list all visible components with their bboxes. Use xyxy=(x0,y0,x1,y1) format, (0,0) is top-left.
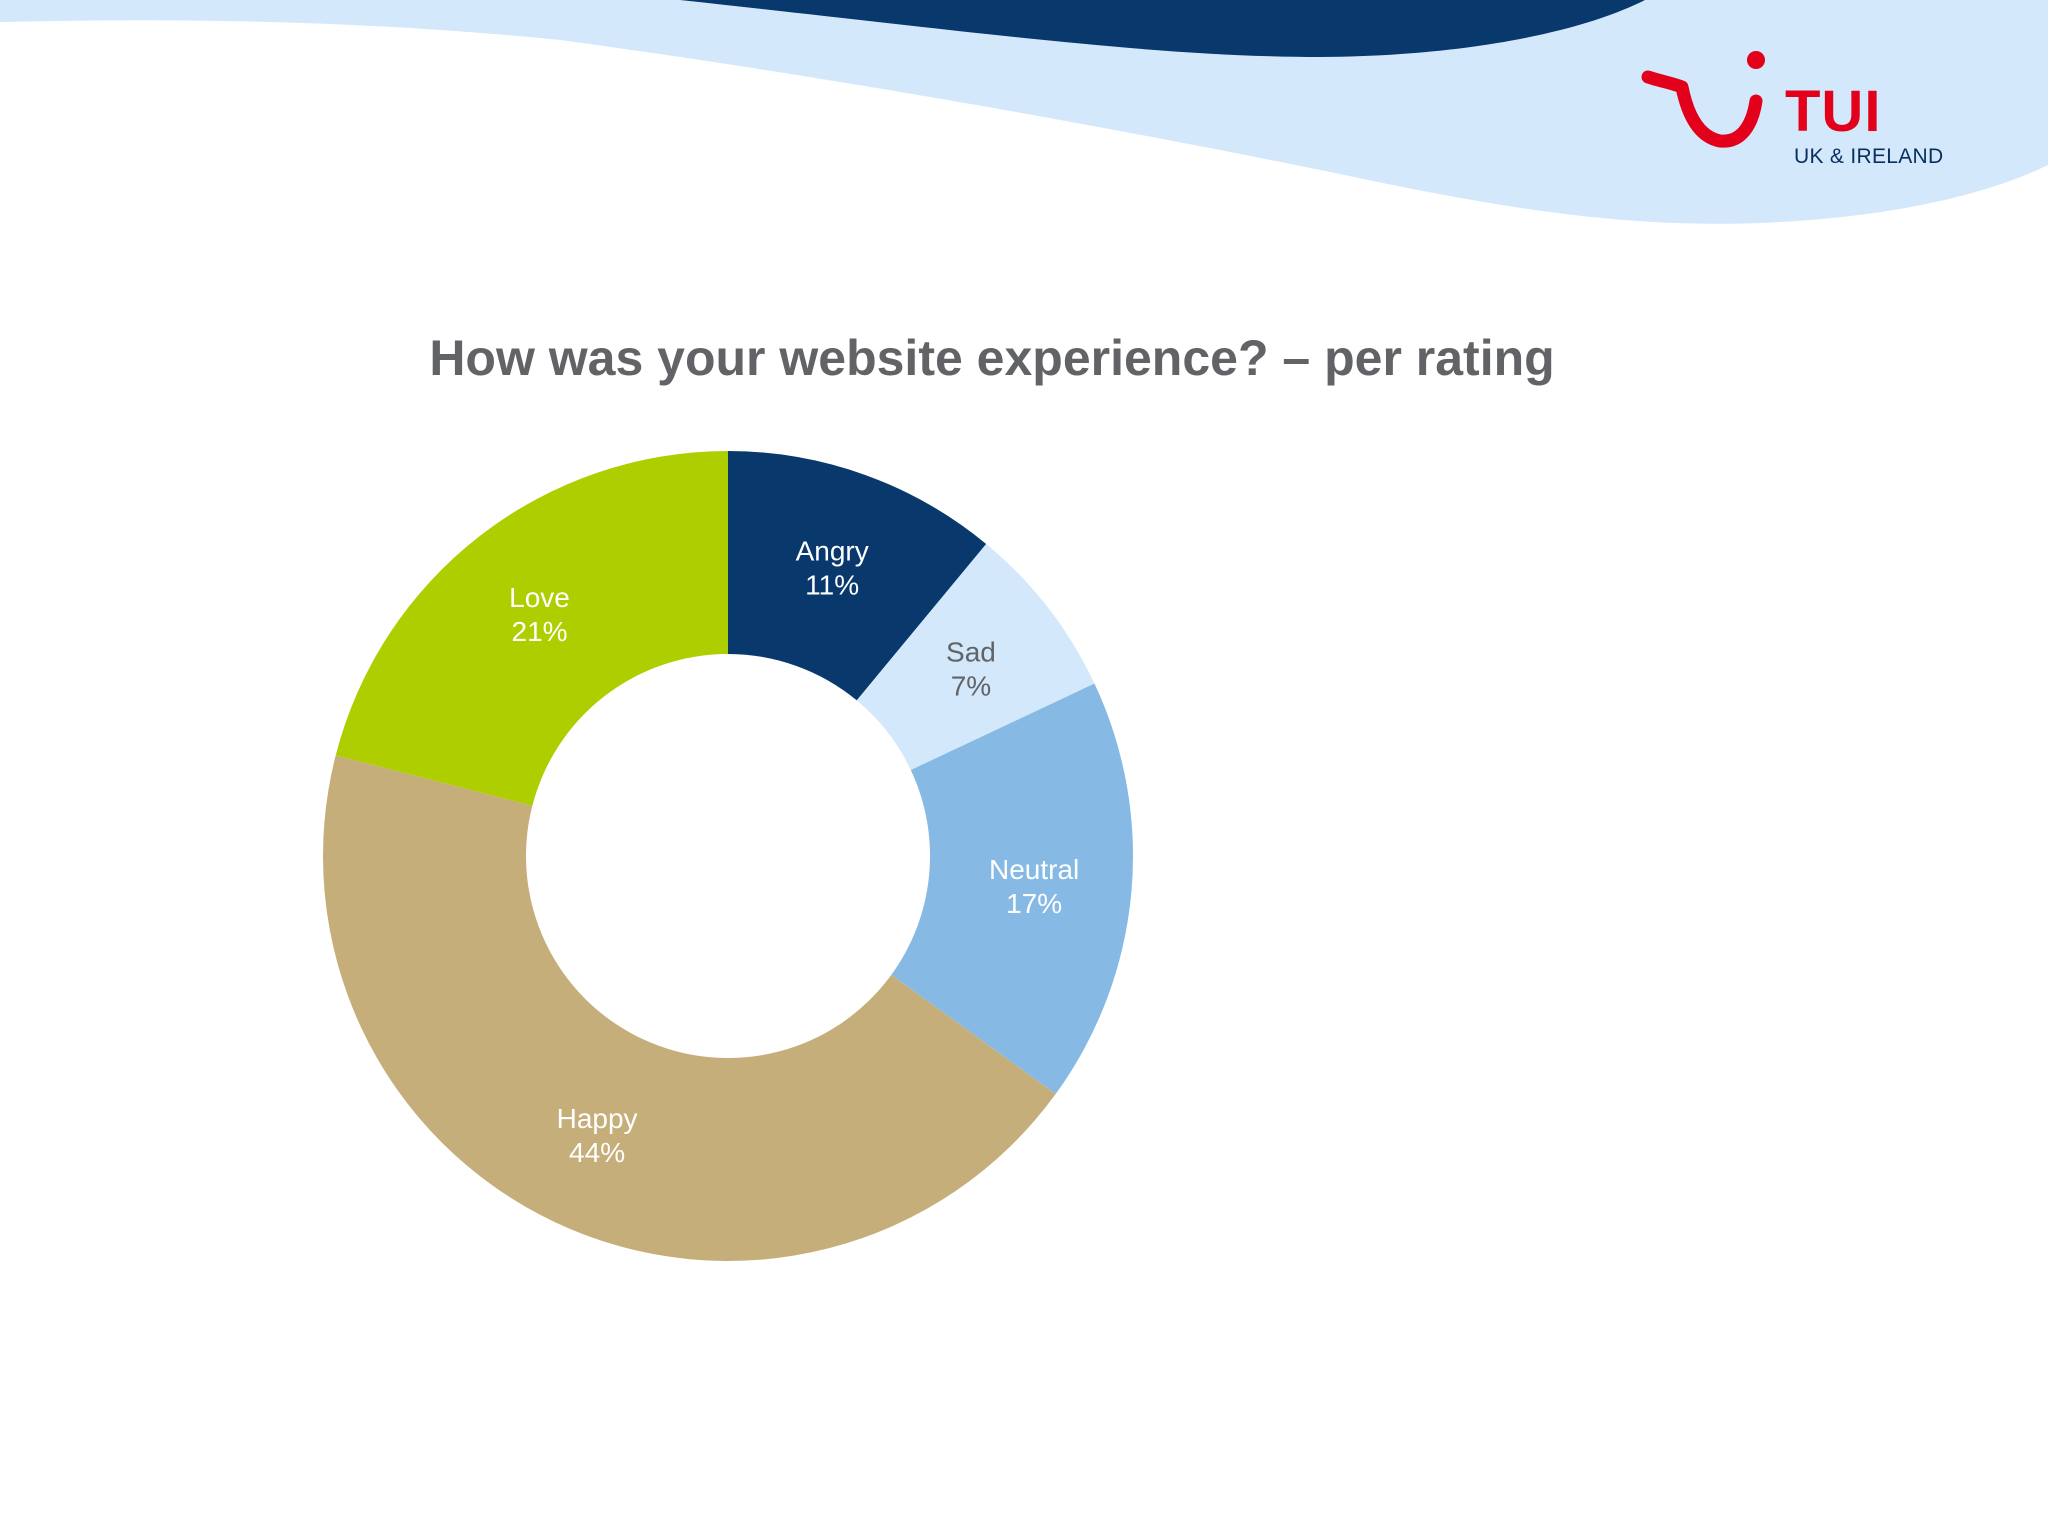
slice-value-happy: 44% xyxy=(569,1137,625,1168)
slice-value-sad: 7% xyxy=(951,671,991,702)
slice-label-love: Love xyxy=(509,582,570,613)
slice-label-happy: Happy xyxy=(557,1103,638,1134)
slice-value-love: 21% xyxy=(512,616,568,647)
slice-value-angry: 11% xyxy=(805,570,859,601)
logo-brand-text: TUI xyxy=(1785,79,1882,144)
tui-smile-icon xyxy=(1641,51,1765,148)
slice-label-neutral: Neutral xyxy=(989,854,1079,885)
header-wave-dark xyxy=(680,0,1645,57)
logo-region-text: UK & IRELAND xyxy=(1794,145,1944,168)
slice-sad xyxy=(856,543,1095,770)
chart-title: How was your website experience? – per r… xyxy=(429,330,1555,386)
slice-label-angry: Angry xyxy=(796,536,869,567)
slice-happy xyxy=(323,755,1056,1261)
header-wave-light xyxy=(0,0,2048,224)
brand-logo: TUI UK & IRELAND xyxy=(1640,45,1944,175)
slice-label-sad: Sad xyxy=(946,637,996,668)
donut-slices xyxy=(323,451,1133,1261)
slice-angry xyxy=(728,451,987,701)
slice-value-neutral: 17% xyxy=(1006,888,1062,919)
header-wave xyxy=(0,0,2048,224)
slice-neutral xyxy=(891,683,1133,1095)
slice-love xyxy=(335,451,728,806)
